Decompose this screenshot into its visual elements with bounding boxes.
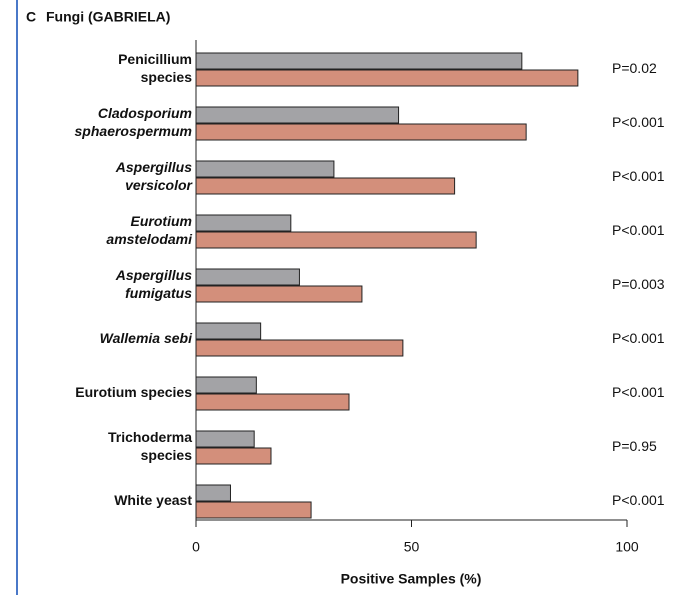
p-value: P<0.001 [612, 492, 665, 508]
x-tick-label: 100 [615, 539, 639, 555]
chart-title: Fungi (GABRIELA) [46, 9, 170, 25]
category-label: sphaerospermum [75, 123, 192, 139]
p-value: P=0.02 [612, 60, 657, 76]
bar [195, 52, 523, 70]
bar [195, 214, 292, 232]
p-value: P=0.95 [612, 438, 657, 454]
category-label: Trichoderma [108, 429, 192, 445]
category-label: versicolor [125, 177, 193, 193]
bar [195, 106, 400, 124]
category-label: species [141, 447, 193, 463]
bar [195, 393, 350, 411]
x-tick-label: 0 [192, 539, 200, 555]
bar [195, 447, 272, 465]
category-label: Penicillium [118, 51, 192, 67]
category-label: fumigatus [125, 285, 192, 301]
p-value: P<0.001 [612, 168, 665, 184]
p-value: P<0.001 [612, 114, 665, 130]
bar [195, 231, 477, 249]
bar [195, 285, 363, 303]
category-label: amstelodami [106, 231, 193, 247]
bar [195, 177, 456, 195]
category-label: White yeast [114, 492, 192, 508]
category-label: Aspergillus [115, 159, 192, 175]
bar [195, 268, 300, 286]
bar [195, 376, 257, 394]
bar [195, 69, 579, 87]
p-value: P<0.001 [612, 330, 665, 346]
bar [195, 430, 255, 448]
p-value: P<0.001 [612, 384, 665, 400]
category-label: Eurotium species [75, 384, 192, 400]
category-label: Aspergillus [115, 267, 192, 283]
p-value: P<0.001 [612, 222, 665, 238]
bar [195, 123, 527, 141]
panel-label: C [26, 9, 36, 25]
bar [195, 339, 404, 357]
bar [195, 484, 231, 502]
category-label: species [141, 69, 193, 85]
category-label: Wallemia sebi [100, 330, 193, 346]
p-value: P=0.003 [612, 276, 665, 292]
x-tick-label: 50 [404, 539, 420, 555]
bar [195, 322, 262, 340]
category-label: Cladosporium [98, 105, 192, 121]
bar [195, 501, 312, 519]
x-axis-label: Positive Samples (%) [341, 571, 482, 587]
bar [195, 160, 335, 178]
category-label: Eurotium [131, 213, 192, 229]
